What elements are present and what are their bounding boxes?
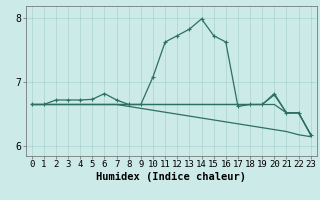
X-axis label: Humidex (Indice chaleur): Humidex (Indice chaleur) <box>96 172 246 182</box>
